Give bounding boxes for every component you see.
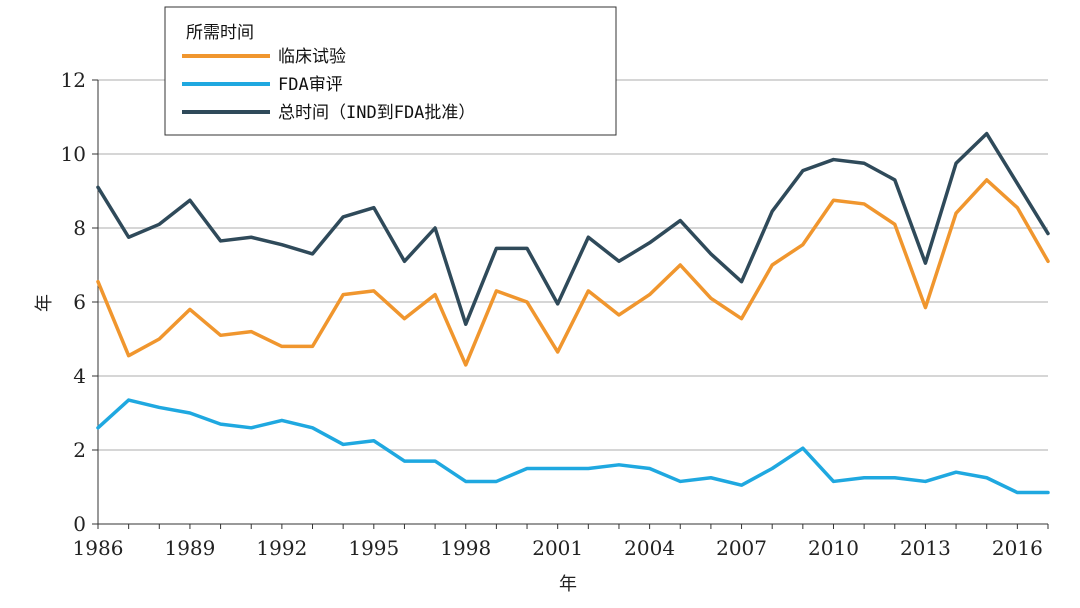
legend: 所需时间 临床试验 FDA审评 总时间（IND到FDA批准） [164, 6, 617, 136]
x-tick-label: 2010 [808, 536, 859, 560]
x-tick-label: 2007 [716, 536, 767, 560]
x-tick-label: 2016 [992, 536, 1043, 560]
series-line-2 [96, 131, 1050, 326]
x-axis-title: 年 [559, 574, 577, 595]
x-tick-label: 1995 [348, 536, 399, 560]
series-lines [96, 131, 1050, 495]
x-tick-labels: 1986 1989 1992 1995 1998 2001 2004 2007 2010 2013… [73, 536, 1043, 560]
x-tick-label: 1986 [73, 536, 124, 560]
legend-label-total: 总时间（IND到FDA批准） [278, 103, 475, 123]
legend-label-clinical: 临床试验 [278, 47, 346, 67]
y-tick-label: 4 [73, 364, 86, 388]
x-tick-label: 2004 [624, 536, 675, 560]
x-tick-label: 1998 [440, 536, 491, 560]
series-line-0 [96, 178, 1050, 367]
y-tick-label: 8 [73, 216, 86, 240]
y-tick-label: 10 [61, 142, 86, 166]
x-tick-label: 1989 [164, 536, 215, 560]
axes [92, 79, 1049, 529]
x-tick-label: 2001 [532, 536, 583, 560]
legend-label-fda-review: FDA审评 [278, 75, 343, 95]
x-tick-label: 2013 [900, 536, 951, 560]
x-tick-label: 1992 [256, 536, 307, 560]
y-axis-title: 年 [34, 294, 55, 312]
legend-title: 所需时间 [186, 23, 254, 43]
y-tick-label: 6 [73, 290, 86, 314]
y-tick-label: 2 [73, 438, 86, 462]
y-tick-label: 0 [73, 512, 86, 536]
y-tick-labels: 0 2 4 6 8 10 12 [61, 68, 86, 536]
series-line-1 [96, 398, 1050, 495]
y-tick-label: 12 [61, 68, 86, 92]
